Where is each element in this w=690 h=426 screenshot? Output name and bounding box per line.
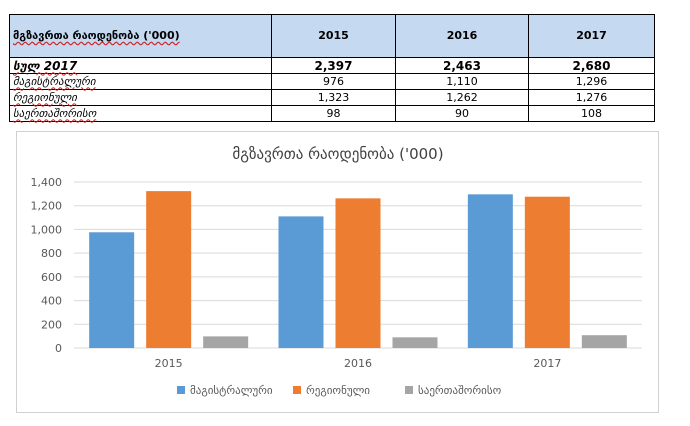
- y-tick-label: 1,400: [31, 176, 63, 189]
- table-header-year: 2016: [395, 14, 529, 58]
- y-tick-label: 1,200: [31, 200, 63, 213]
- table-row-label: რეგიონული: [9, 89, 272, 106]
- bar: [467, 194, 513, 348]
- table-row: საერთაშორისო 98 90 108: [9, 105, 655, 122]
- bar: [278, 216, 324, 348]
- table-row-label: საერთაშორისო: [9, 105, 272, 122]
- chart-frame: მგზავრთა რაოდენობა ('000) 0 200 400 600 800 1,…: [16, 131, 659, 413]
- table-header-year: 2015: [271, 14, 396, 58]
- table-header-label: მგზავრთა რაოდენობა ('000): [9, 14, 272, 58]
- bar: [524, 196, 570, 348]
- table-cell: 2,397: [271, 57, 396, 74]
- y-tick-label: 600: [41, 271, 62, 284]
- bar: [581, 335, 627, 348]
- table-cell: 108: [528, 105, 655, 122]
- table-row: რეგიონული 1,323 1,262 1,276: [9, 89, 655, 106]
- x-tick-label: 2016: [344, 357, 372, 370]
- table-cell: 98: [271, 105, 396, 122]
- legend-swatch: [405, 386, 413, 394]
- data-table: მგზავრთა რაოდენობა ('000) 2015 2016 2017…: [9, 14, 655, 122]
- legend-swatch: [293, 386, 301, 394]
- table-cell: 976: [271, 73, 396, 90]
- bar: [203, 336, 249, 348]
- table-cell: 1,296: [528, 73, 655, 90]
- table-cell: 1,110: [395, 73, 529, 90]
- x-tick-label: 2017: [533, 357, 561, 370]
- table-cell: 1,323: [271, 89, 396, 106]
- table-cell: 1,262: [395, 89, 529, 106]
- bar-chart: მგზავრთა რაოდენობა ('000) 0 200 400 600 800 1,…: [31, 145, 642, 397]
- y-tick-label: 800: [41, 247, 62, 260]
- chart-title: მგზავრთა რაოდენობა ('000): [232, 145, 443, 163]
- table-row-label: მაგისტრალური: [9, 73, 272, 90]
- table-row: სულ 2017 2,397 2,463 2,680: [9, 57, 655, 74]
- legend-swatch: [177, 386, 185, 394]
- legend-label: რეგიონული: [306, 384, 370, 397]
- table-cell: 2,463: [395, 57, 529, 74]
- y-tick-label: 0: [55, 342, 62, 355]
- table-row-label: სულ 2017: [9, 57, 272, 74]
- bar: [392, 337, 438, 348]
- y-tick-label: 400: [41, 295, 62, 308]
- y-tick-label: 1,000: [31, 223, 63, 236]
- table-cell: 90: [395, 105, 529, 122]
- bar: [335, 198, 381, 348]
- table-row: მაგისტრალური 976 1,110 1,296: [9, 73, 655, 90]
- legend-label: მაგისტრალური: [190, 384, 273, 397]
- x-tick-label: 2015: [155, 357, 183, 370]
- table-header-row: მგზავრთა რაოდენობა ('000) 2015 2016 2017: [9, 14, 655, 58]
- table-header-year: 2017: [528, 14, 655, 58]
- table-cell: 1,276: [528, 89, 655, 106]
- bar: [89, 232, 135, 348]
- legend-label: საერთაშორისო: [418, 384, 502, 397]
- table-cell: 2,680: [528, 57, 655, 74]
- y-tick-label: 200: [41, 318, 62, 331]
- bar: [146, 191, 192, 348]
